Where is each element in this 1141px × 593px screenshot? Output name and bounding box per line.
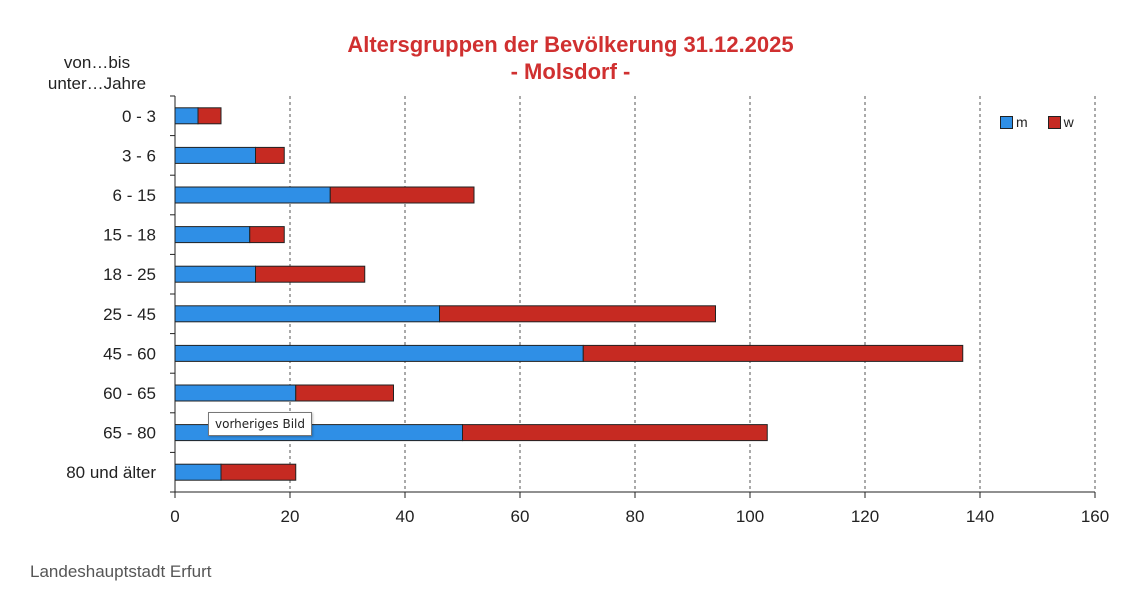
category-label-2: 6 - 15 <box>113 186 156 205</box>
x-tick-label-100: 100 <box>736 507 764 526</box>
bar-w-7 <box>295 384 394 402</box>
category-label-7: 60 - 65 <box>103 384 156 403</box>
category-label-4: 18 - 25 <box>103 265 156 284</box>
legend-item-m: m <box>1000 114 1028 130</box>
category-label-0: 0 - 3 <box>122 107 156 126</box>
bar-w-4 <box>255 265 366 283</box>
bar-m-1 <box>174 146 256 164</box>
legend-swatch-m <box>1000 115 1013 129</box>
legend: m w <box>1000 114 1090 132</box>
y-axis-header: von…bis unter…Jahre <box>32 52 162 94</box>
bar-m-3 <box>174 226 251 244</box>
legend-label-m: m <box>1016 114 1028 130</box>
bar-w-6 <box>582 344 964 362</box>
bar-w-2 <box>329 186 475 204</box>
bar-m-9 <box>174 463 222 481</box>
chart-title: Altersgruppen der Bevölkerung 31.12.2025 <box>347 32 794 57</box>
category-label-3: 15 - 18 <box>103 226 156 245</box>
bar-w-3 <box>249 226 285 244</box>
x-tick-label-0: 0 <box>170 507 179 526</box>
y-axis-header-line2: unter…Jahre <box>47 74 147 93</box>
bar-w-5 <box>439 305 716 323</box>
bar-m-4 <box>174 265 256 283</box>
legend-item-w: w <box>1047 114 1074 130</box>
previous-image-tooltip: vorheriges Bild <box>208 412 313 436</box>
bar-w-9 <box>220 463 297 481</box>
category-label-5: 25 - 45 <box>103 305 156 324</box>
x-tick-label-60: 60 <box>511 507 530 526</box>
bar-m-5 <box>174 305 440 323</box>
x-tick-label-80: 80 <box>626 507 645 526</box>
footer-source: Landeshauptstadt Erfurt <box>30 562 212 581</box>
x-tick-label-120: 120 <box>851 507 879 526</box>
category-label-1: 3 - 6 <box>122 146 156 165</box>
chart-subtitle: - Molsdorf - <box>510 59 631 84</box>
legend-swatch-w <box>1047 115 1061 129</box>
bar-m-0 <box>174 107 199 125</box>
category-label-9: 80 und älter <box>66 463 156 482</box>
category-label-6: 45 - 60 <box>103 344 156 363</box>
x-tick-label-140: 140 <box>966 507 994 526</box>
bar-w-1 <box>255 146 285 164</box>
bar-w-8 <box>462 424 768 442</box>
x-tick-label-40: 40 <box>396 507 415 526</box>
bar-w-0 <box>197 107 222 125</box>
bar-m-6 <box>174 344 584 362</box>
legend-label-w: w <box>1063 114 1074 130</box>
bar-m-7 <box>174 384 297 402</box>
category-label-8: 65 - 80 <box>103 424 156 443</box>
x-tick-label-160: 160 <box>1081 507 1109 526</box>
bar-m-2 <box>174 186 331 204</box>
x-tick-label-20: 20 <box>281 507 300 526</box>
y-axis-header-line1: von…bis <box>63 53 131 72</box>
